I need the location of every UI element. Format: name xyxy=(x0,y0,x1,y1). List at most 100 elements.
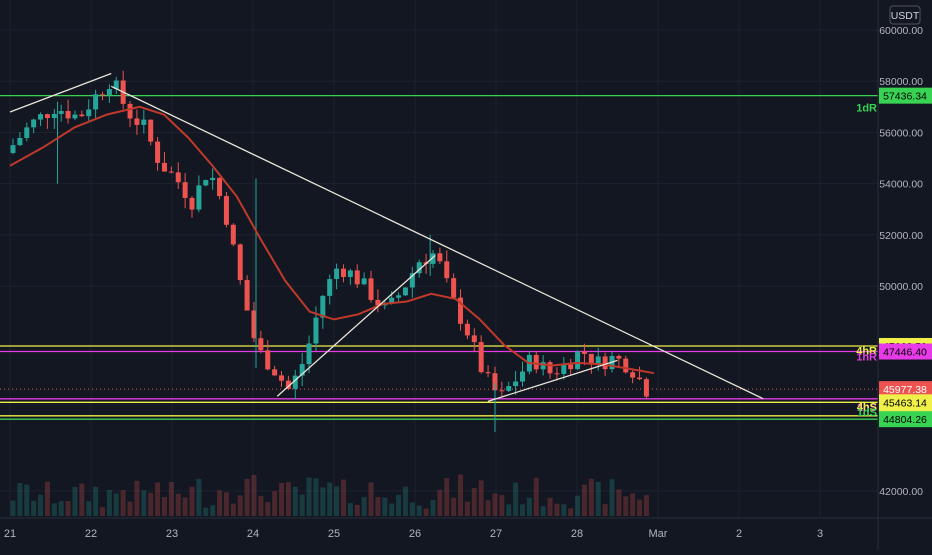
candle-body xyxy=(444,261,450,279)
candle-body xyxy=(175,172,181,183)
candle-body xyxy=(134,118,140,125)
candle-body xyxy=(196,185,202,210)
volume-bar xyxy=(430,500,436,516)
volume-bar xyxy=(389,503,395,516)
volume-bar xyxy=(210,505,216,516)
candle-body xyxy=(575,351,581,370)
candle-body xyxy=(100,94,106,96)
candle-body xyxy=(588,353,594,365)
candle-body xyxy=(79,114,85,117)
x-tick-label: Mar xyxy=(649,528,668,540)
volume-bar xyxy=(561,504,567,516)
candle-body xyxy=(464,323,470,336)
candle-body xyxy=(513,381,519,387)
volume-bar xyxy=(327,482,333,516)
y-tick-label: 50000.00 xyxy=(879,281,923,293)
price-label-bg xyxy=(879,411,932,428)
volume-bar xyxy=(575,495,581,516)
volume-bar xyxy=(251,474,257,516)
volume-bar xyxy=(244,478,250,516)
candle-body xyxy=(361,278,367,285)
candle-body xyxy=(519,371,525,382)
volume-bar xyxy=(637,499,643,516)
volume-bar xyxy=(93,486,99,516)
candle-body xyxy=(354,270,360,285)
candle-body xyxy=(210,177,216,181)
y-tick-label: 52000.00 xyxy=(879,230,923,242)
trend-line[interactable] xyxy=(487,359,618,402)
level-tag: 1hR xyxy=(856,352,877,364)
trend-line[interactable] xyxy=(276,254,436,397)
candle-body xyxy=(499,390,505,392)
volume-bar xyxy=(416,505,422,516)
candle-body xyxy=(106,89,112,96)
volume-bar xyxy=(361,497,367,516)
candle-body xyxy=(72,114,78,119)
candle-body xyxy=(389,297,395,304)
volume-bar xyxy=(189,486,195,516)
volume-bar xyxy=(58,501,64,516)
volume-bar xyxy=(623,496,629,516)
candle-body xyxy=(155,141,161,163)
candle-body xyxy=(299,364,305,376)
volume-bar xyxy=(402,486,408,516)
volume-bar xyxy=(10,500,16,516)
volume-bar xyxy=(141,490,147,516)
candle-body xyxy=(17,137,23,146)
candle-body xyxy=(51,113,57,119)
candle-body xyxy=(65,111,71,119)
volume-bar xyxy=(471,488,477,516)
volume-bar xyxy=(113,493,119,516)
volume-bar xyxy=(196,478,202,516)
candle-body xyxy=(416,262,422,274)
volume-bar xyxy=(168,482,174,516)
volume-bar xyxy=(313,478,319,516)
candle-body xyxy=(244,280,250,311)
volume-bar xyxy=(609,479,615,516)
volume-bar xyxy=(51,503,57,516)
volume-bar xyxy=(554,503,560,516)
volume-bar xyxy=(134,480,140,516)
volume-bar xyxy=(258,496,264,516)
level-tag: 1dR xyxy=(856,103,877,115)
candle-body xyxy=(437,253,443,262)
candle-body xyxy=(568,364,574,370)
candle-body xyxy=(265,350,271,370)
candle-body xyxy=(581,351,587,354)
trend-line[interactable] xyxy=(110,85,764,400)
volume-bar xyxy=(265,501,271,516)
price-label: 44804.26 xyxy=(883,414,927,426)
candle-body xyxy=(554,373,560,375)
volume-bar xyxy=(334,486,340,516)
volume-bar xyxy=(106,489,112,516)
price-label-bg xyxy=(879,87,932,104)
volume-bar xyxy=(409,502,415,516)
volume-bar xyxy=(65,501,71,516)
currency-badge[interactable] xyxy=(889,5,921,25)
candle-body xyxy=(637,377,643,380)
volume-bar xyxy=(368,482,374,516)
candle-body xyxy=(148,119,154,142)
volume-bar xyxy=(155,482,161,516)
volume-bar xyxy=(38,494,44,516)
volume-bar xyxy=(588,478,594,516)
volume-bar xyxy=(31,500,37,516)
candle-body xyxy=(623,358,629,373)
candle-body xyxy=(306,343,312,365)
volume-bar xyxy=(79,483,85,516)
y-tick-label: 54000.00 xyxy=(879,179,923,191)
volume-bar xyxy=(492,493,498,516)
trend-line[interactable] xyxy=(9,72,112,113)
volume-bar xyxy=(127,501,133,516)
x-tick-label: 27 xyxy=(490,528,502,540)
level-tag: 1dS xyxy=(857,407,877,419)
candle-body xyxy=(327,279,333,296)
volume-bar xyxy=(237,495,243,516)
candle-body xyxy=(258,338,264,351)
volume-bar xyxy=(519,504,525,516)
candle-body xyxy=(430,253,436,264)
candle-body xyxy=(630,372,636,378)
